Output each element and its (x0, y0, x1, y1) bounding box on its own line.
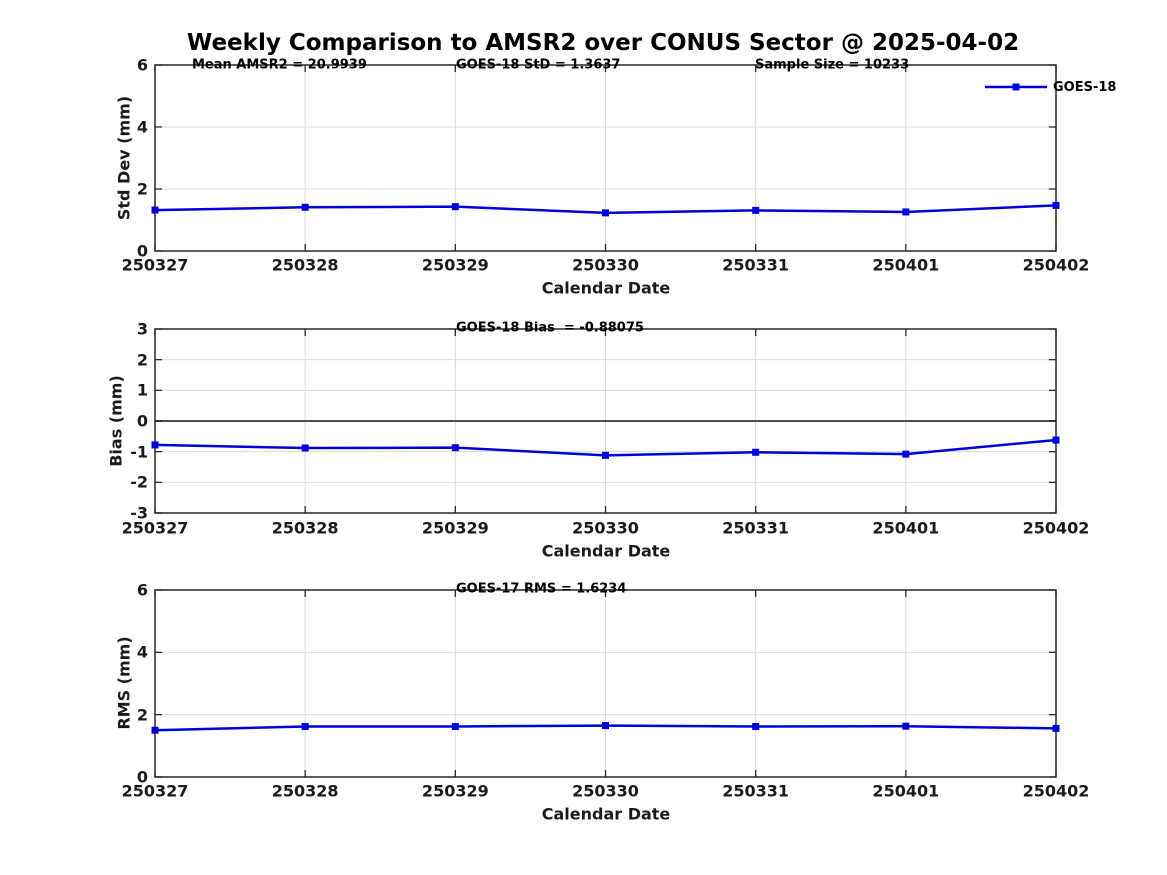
x-tick-label: 250329 (421, 781, 489, 801)
y-tick-label: 4 (136, 642, 148, 662)
legend-line-marker-icon (985, 83, 1047, 91)
data-point-marker (902, 450, 910, 458)
data-point-marker (151, 206, 159, 214)
annotation-sample-size: Sample Size = 10233 (755, 57, 910, 73)
x-tick-label: 250402 (1022, 781, 1090, 801)
annotation-goes18-std: GOES-18 StD = 1.3637 (456, 57, 621, 73)
x-tick-label: 250331 (722, 518, 790, 538)
data-point-marker (602, 451, 609, 459)
x-tick-label: 250328 (271, 255, 339, 275)
y-tick-label: -2 (130, 472, 148, 492)
x-tick-label: 250327 (121, 255, 189, 275)
y-tick-label: 6 (136, 580, 148, 600)
y-tick-label: 4 (136, 117, 148, 137)
annotation-goes18-bias: GOES-18 Bias = -0.88075 (456, 320, 644, 336)
x-tick-label: 250401 (872, 518, 940, 538)
data-point-marker (151, 726, 159, 734)
data-point-marker (451, 723, 459, 731)
data-point-marker (301, 723, 309, 731)
bias-y-axis-label: Bias (mm) (106, 375, 126, 467)
data-point-marker (451, 444, 459, 452)
data-point-marker (301, 444, 309, 452)
x-tick-label: 250330 (572, 518, 639, 538)
x-tick-label: 250331 (722, 255, 790, 275)
legend: GOES-18 (985, 79, 1116, 95)
data-point-marker (752, 206, 760, 214)
data-point-marker (902, 722, 910, 730)
data-point-marker (602, 209, 609, 217)
y-tick-label: 1 (136, 380, 148, 400)
x-tick-label: 250327 (121, 518, 189, 538)
x-tick-label: 250330 (572, 255, 639, 275)
y-tick-label: 6 (136, 55, 148, 75)
x-tick-label: 250402 (1022, 255, 1090, 275)
y-tick-label: 0 (136, 767, 148, 787)
data-point-marker (752, 723, 760, 731)
x-tick-label: 250402 (1022, 518, 1090, 538)
data-point-marker (451, 203, 459, 211)
annotation-goes17-rms: GOES-17 RMS = 1.6234 (456, 581, 627, 597)
y-tick-label: 2 (136, 179, 148, 199)
x-tick-label: 250331 (722, 781, 790, 801)
x-tick-label: 250329 (421, 518, 489, 538)
x-tick-label: 250327 (121, 781, 189, 801)
x-tick-label: 250330 (572, 781, 639, 801)
legend-label: GOES-18 (1053, 79, 1117, 95)
rms-y-axis-label: RMS (mm) (114, 636, 134, 730)
data-point-marker (1052, 724, 1060, 732)
rms-x-axis-label: Calendar Date (541, 804, 671, 824)
data-point-marker (301, 203, 309, 211)
data-point-marker (1052, 436, 1060, 444)
y-tick-label: 0 (136, 241, 148, 261)
data-point-marker (1052, 201, 1060, 209)
x-tick-label: 250401 (872, 781, 940, 801)
data-point-marker (602, 722, 609, 730)
y-tick-label: -3 (130, 503, 148, 523)
y-tick-label: 2 (136, 350, 148, 370)
figure-title: Weekly Comparison to AMSR2 over CONUS Se… (186, 30, 1020, 56)
y-tick-label: 3 (136, 319, 148, 339)
annotation-mean-amsr2: Mean AMSR2 = 20.9939 (192, 57, 367, 73)
bias-x-axis-label: Calendar Date (541, 541, 671, 561)
x-tick-label: 250328 (271, 518, 339, 538)
x-tick-label: 250401 (872, 255, 940, 275)
y-tick-label: 0 (136, 411, 148, 431)
data-point-marker (151, 441, 159, 449)
y-tick-label: -1 (130, 442, 148, 462)
stddev-y-axis-label: Std Dev (mm) (114, 95, 134, 221)
data-point-marker (902, 208, 910, 216)
x-tick-label: 250329 (421, 255, 489, 275)
data-point-marker (752, 448, 760, 456)
y-tick-label: 2 (136, 705, 148, 725)
stddev-x-axis-label: Calendar Date (541, 278, 671, 298)
x-tick-label: 250328 (271, 781, 339, 801)
